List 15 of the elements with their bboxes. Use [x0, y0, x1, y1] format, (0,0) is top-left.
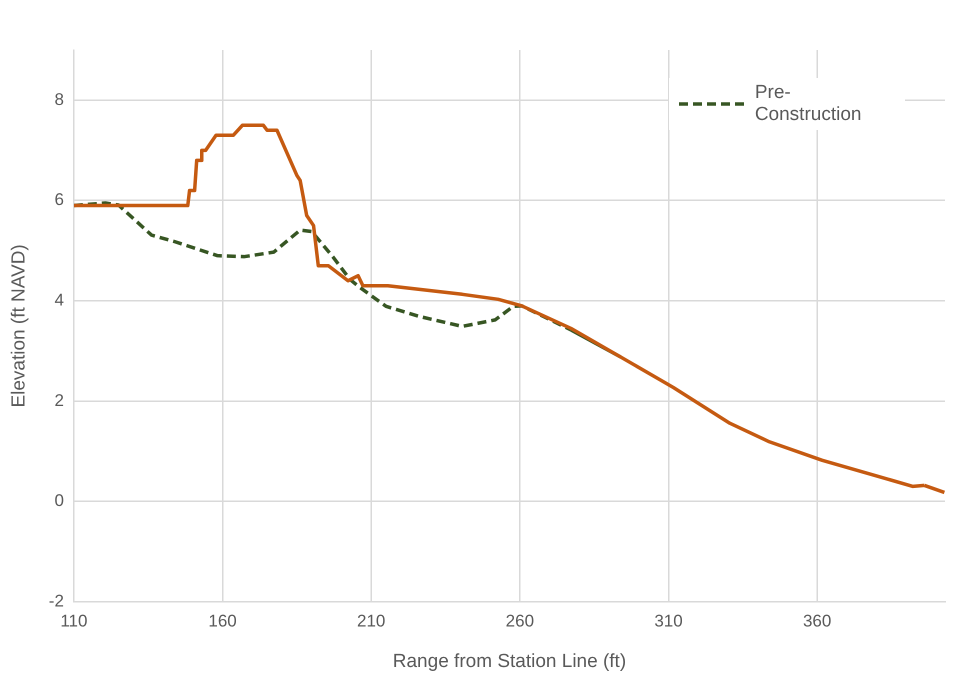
x-tick-label: 110: [60, 612, 88, 631]
y-tick-label: 0: [54, 491, 64, 510]
x-tick-label: 260: [506, 612, 534, 631]
y-tick-label: 2: [54, 390, 64, 410]
y-axis-title: Elevation (ft NAVD): [8, 244, 30, 408]
y-tick-label: 8: [54, 90, 64, 109]
x-tick-label: 360: [802, 612, 832, 631]
x-tick-label: 210: [357, 612, 386, 631]
x-tick-label: 160: [208, 612, 237, 631]
x-tick-label: 310: [654, 612, 683, 631]
legend-label: Pre-Construction: [754, 82, 862, 126]
y-tick-label: 4: [54, 290, 64, 310]
y-tick-label: 6: [54, 190, 64, 210]
x-axis-title: Range from Station Line (ft): [392, 650, 626, 672]
y-tick-label: -2: [48, 591, 64, 610]
